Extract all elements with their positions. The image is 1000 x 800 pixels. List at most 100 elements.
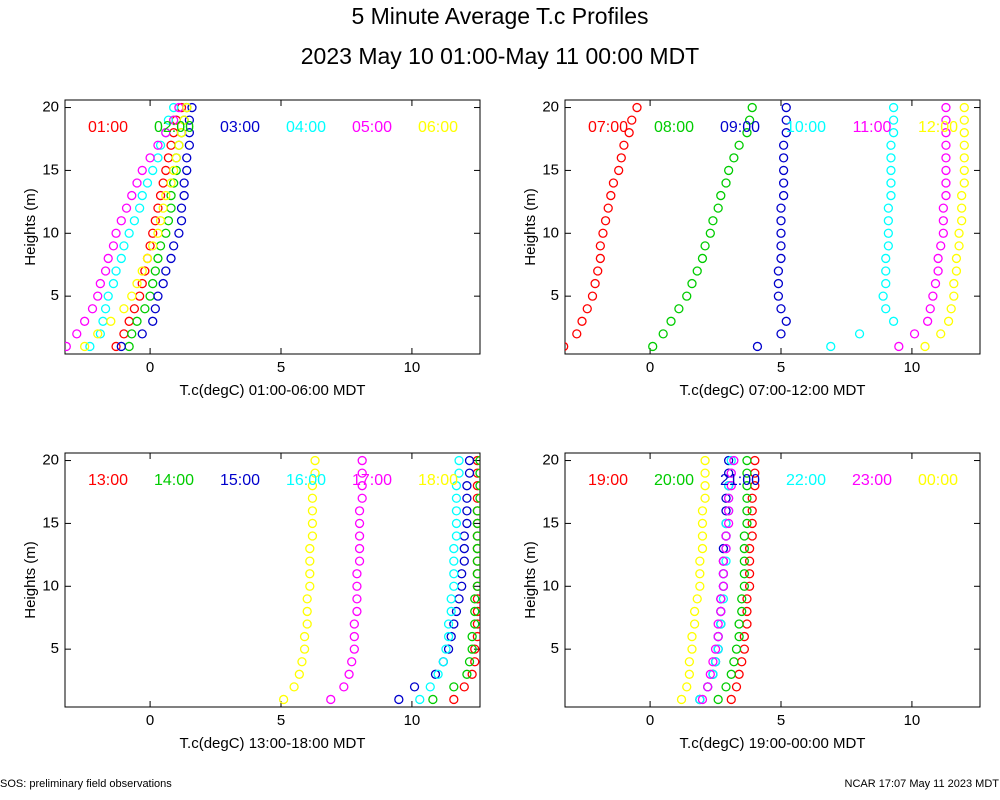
point — [888, 115, 899, 125]
point — [472, 631, 480, 642]
point — [127, 190, 137, 201]
point — [462, 669, 472, 679]
point — [888, 316, 899, 326]
point — [446, 631, 456, 642]
point — [119, 304, 129, 314]
legend-entry: 03:00 — [220, 119, 260, 136]
point — [723, 506, 734, 516]
point — [721, 518, 731, 529]
point — [438, 657, 448, 667]
point — [98, 316, 108, 326]
point — [700, 241, 710, 251]
point — [739, 569, 750, 579]
point — [451, 606, 462, 617]
point — [127, 291, 137, 301]
point — [176, 203, 187, 213]
point — [161, 266, 171, 276]
footer-left: SOS: preliminary field observations — [0, 778, 172, 790]
point — [182, 165, 192, 176]
plot-frame — [564, 452, 981, 708]
panel: 0 5 10 5 10 15 20 T.c(degC) 13:00-18:00 MDT Heig… — [22, 452, 481, 752]
legend-entry: 19:00 — [588, 472, 628, 489]
point — [930, 278, 941, 289]
point — [449, 682, 459, 692]
legend-entry: 11:00 — [853, 119, 892, 136]
subtitle: 2023 May 10 01:00-May 11 00:00 MDT — [301, 43, 699, 69]
point — [739, 543, 750, 554]
y-axis-label: Heights (m) — [522, 188, 539, 266]
point — [459, 556, 469, 566]
point — [430, 669, 441, 679]
point — [459, 531, 469, 541]
point — [600, 216, 611, 226]
point — [111, 341, 121, 352]
point — [294, 669, 304, 679]
point — [339, 682, 349, 692]
point — [708, 669, 718, 679]
point — [184, 115, 195, 125]
point — [747, 518, 757, 529]
legend-entry: 04:00 — [286, 119, 326, 136]
point — [451, 531, 462, 541]
point — [111, 266, 121, 276]
point — [909, 329, 920, 339]
point — [778, 165, 789, 176]
point — [307, 518, 318, 529]
y-tick-label: 5 — [551, 640, 559, 657]
point — [941, 190, 951, 201]
point — [723, 481, 734, 491]
point — [747, 493, 757, 503]
point — [119, 241, 129, 251]
legend-entry: 22:00 — [786, 472, 826, 489]
point — [729, 153, 739, 163]
point — [148, 241, 158, 251]
point — [470, 606, 480, 617]
point — [959, 153, 969, 163]
point — [941, 178, 951, 188]
point — [289, 682, 299, 692]
point — [129, 304, 140, 314]
point — [881, 278, 891, 289]
point — [627, 115, 637, 125]
point — [878, 291, 888, 301]
point — [697, 253, 708, 264]
point — [472, 619, 480, 629]
point — [302, 594, 312, 604]
point — [666, 316, 676, 326]
y-axis-label: Heights (m) — [22, 188, 39, 266]
point — [716, 594, 726, 604]
point — [954, 228, 964, 238]
point — [415, 694, 425, 705]
legend-entry: 01:00 — [88, 119, 128, 136]
point — [349, 644, 359, 654]
point — [179, 190, 189, 201]
x-axis-label: T.c(degC) 19:00-00:00 MDT — [680, 735, 866, 752]
point — [692, 266, 702, 276]
point — [475, 493, 480, 503]
point — [773, 266, 784, 276]
point — [723, 493, 734, 503]
point — [103, 291, 113, 301]
point — [883, 203, 894, 213]
point — [682, 682, 692, 692]
point — [747, 531, 757, 541]
y-tick-label: 10 — [542, 577, 559, 594]
point — [166, 178, 176, 188]
point — [684, 657, 695, 667]
point — [632, 102, 642, 113]
point — [598, 228, 608, 238]
point — [446, 594, 456, 604]
panel: 0 5 10 5 10 15 20 T.c(degC) 01:00-06:00 MDT Heig… — [22, 99, 481, 399]
point — [687, 278, 697, 289]
point — [682, 291, 692, 301]
point — [174, 140, 184, 150]
point — [922, 316, 933, 326]
point — [108, 278, 119, 289]
point — [354, 531, 365, 541]
x-axis-label: T.c(degC) 07:00-12:00 MDT — [680, 382, 866, 399]
point — [739, 581, 750, 591]
x-axis-label: T.c(degC) 13:00-18:00 MDT — [180, 735, 366, 752]
point — [697, 531, 708, 541]
plot-frame — [64, 452, 481, 708]
point — [957, 190, 967, 201]
